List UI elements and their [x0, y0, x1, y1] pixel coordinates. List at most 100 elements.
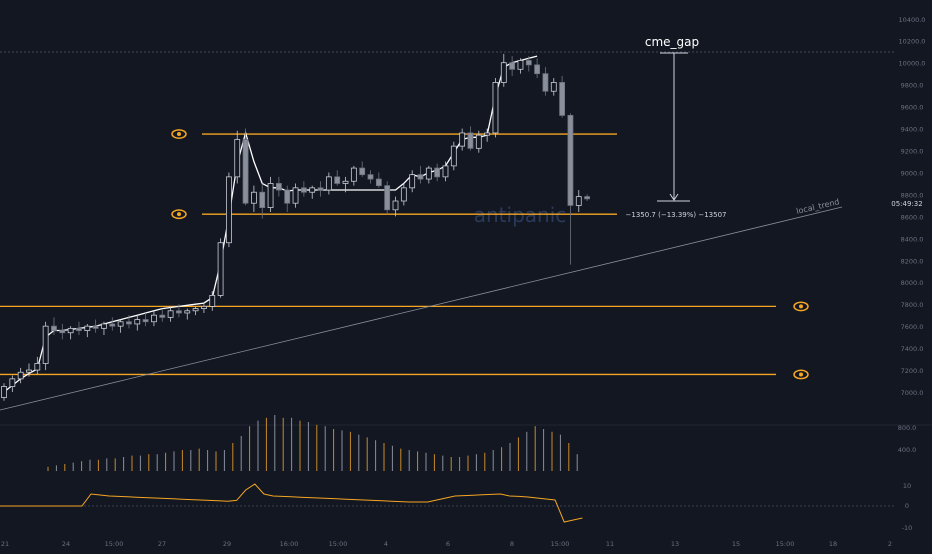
candle-body[interactable]: [567, 114, 574, 206]
candle-body[interactable]: [76, 327, 82, 331]
candle-body[interactable]: [409, 174, 416, 189]
candle-body[interactable]: [367, 174, 374, 180]
candle-body[interactable]: [434, 167, 441, 178]
candle-body[interactable]: [375, 178, 382, 187]
candle-body[interactable]: [167, 310, 174, 318]
candle-body[interactable]: [292, 187, 299, 204]
time-tick: 13: [671, 540, 679, 548]
candle-body[interactable]: [284, 189, 291, 204]
candle-body[interactable]: [359, 167, 366, 176]
candle-body[interactable]: [384, 185, 391, 211]
eye-pupil: [799, 372, 803, 377]
local-trend-line[interactable]: [0, 206, 843, 411]
cme-gap-annotation[interactable]: cme_gap −1350.7 (−13.39%) −13507: [0, 35, 895, 219]
candle-body[interactable]: [325, 176, 332, 191]
candle-body[interactable]: [217, 242, 224, 296]
candle-body[interactable]: [201, 305, 207, 309]
candle-body[interactable]: [525, 60, 532, 66]
candle-body[interactable]: [242, 139, 249, 204]
candle-body[interactable]: [400, 187, 407, 202]
candle-body[interactable]: [550, 82, 557, 92]
price-tick: 9200.0: [901, 148, 924, 156]
candle-body[interactable]: [51, 325, 57, 331]
candle-body[interactable]: [192, 308, 199, 312]
candle-body[interactable]: [517, 60, 524, 70]
candle-body[interactable]: [442, 165, 449, 178]
candle-body[interactable]: [309, 187, 316, 193]
candle-body[interactable]: [67, 327, 74, 334]
price-tick: 8600.0: [901, 213, 924, 221]
price-tick: 9600.0: [901, 104, 924, 112]
candle-body[interactable]: [342, 180, 349, 184]
candle-body[interactable]: [575, 196, 582, 206]
horizontal-levels[interactable]: [0, 133, 776, 376]
candle-body[interactable]: [92, 325, 99, 329]
candle-body[interactable]: [475, 134, 482, 149]
candle-body[interactable]: [26, 369, 32, 373]
candle-body[interactable]: [492, 82, 499, 134]
candle-body[interactable]: [226, 176, 232, 244]
candle-body[interactable]: [1, 386, 7, 398]
time-tick: 15:00: [105, 540, 124, 548]
candle-body[interactable]: [534, 64, 541, 75]
candle-body[interactable]: [34, 363, 41, 371]
candle-body[interactable]: [259, 191, 266, 208]
candle-body[interactable]: [500, 62, 507, 83]
eye-icon[interactable]: [171, 209, 187, 220]
eye-icon[interactable]: [171, 129, 187, 139]
candle-body[interactable]: [9, 378, 16, 387]
candle-body[interactable]: [151, 314, 157, 323]
candle-body[interactable]: [459, 132, 466, 147]
candle-body[interactable]: [84, 325, 91, 331]
eye-pupil: [177, 132, 181, 137]
eye-icon[interactable]: [793, 369, 809, 380]
candle-body[interactable]: [584, 196, 590, 200]
time-tick: 21: [1, 540, 9, 548]
candle-body[interactable]: [209, 295, 216, 307]
price-tick: 8800.0: [901, 191, 924, 199]
alert-icons[interactable]: [171, 129, 809, 380]
candle-body[interactable]: [484, 132, 491, 136]
candle-body[interactable]: [417, 174, 424, 180]
candle-body[interactable]: [317, 187, 324, 191]
candle-body[interactable]: [334, 176, 341, 184]
candle-body[interactable]: [425, 167, 432, 180]
candle-body[interactable]: [542, 73, 549, 92]
trend-line[interactable]: local_trend: [0, 197, 843, 411]
candle-body[interactable]: [134, 319, 141, 325]
time-axis[interactable]: 21 24 15:00 27 29 16:00 15:00 4 6 8 15:00 11 13 15 15:…: [1, 540, 892, 548]
candle-body[interactable]: [109, 323, 116, 327]
candle-body[interactable]: [17, 371, 24, 380]
price-axis[interactable]: 10400.0 10200.0 10000.0 9800.0 9600.0 9400.0 9…: [899, 16, 926, 397]
candle-body[interactable]: [42, 325, 49, 364]
candle-body[interactable]: [142, 319, 149, 323]
candle-body[interactable]: [184, 310, 191, 314]
candle-body[interactable]: [59, 330, 66, 334]
candle-body[interactable]: [101, 323, 107, 329]
candle-body[interactable]: [275, 183, 282, 191]
candle-body[interactable]: [117, 321, 124, 327]
candle-body[interactable]: [234, 139, 241, 178]
candle-body[interactable]: [450, 145, 457, 167]
osc-tick: -10: [902, 524, 913, 532]
price-tick: 7200.0: [901, 367, 924, 375]
time-tick: 11: [606, 540, 614, 548]
candle-body[interactable]: [250, 191, 257, 204]
candle-body[interactable]: [392, 200, 399, 211]
candle-body[interactable]: [559, 82, 566, 116]
candle-body[interactable]: [159, 314, 166, 318]
candle-body[interactable]: [509, 62, 516, 70]
candle-body[interactable]: [176, 310, 182, 314]
candle-body[interactable]: [300, 187, 307, 193]
price-tick: 8000.0: [901, 279, 924, 287]
candle-body[interactable]: [350, 167, 357, 182]
candle-body[interactable]: [126, 321, 132, 325]
eye-icon[interactable]: [793, 301, 809, 312]
osc-tick: 10: [903, 482, 911, 490]
candle-body[interactable]: [267, 183, 274, 208]
eye-outline: [793, 369, 809, 380]
candles[interactable]: [1, 53, 590, 401]
candle-body[interactable]: [467, 132, 474, 149]
